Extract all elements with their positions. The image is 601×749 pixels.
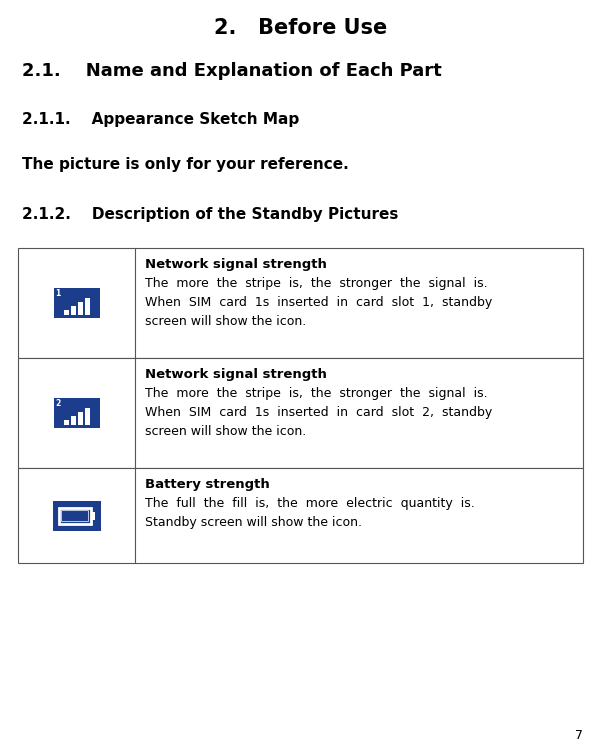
Text: 2.1.1.    Appearance Sketch Map: 2.1.1. Appearance Sketch Map bbox=[22, 112, 299, 127]
Bar bbox=[85, 408, 90, 425]
Text: When  SIM  card  1s  inserted  in  card  slot  1,  standby: When SIM card 1s inserted in card slot 1… bbox=[145, 296, 492, 309]
Bar bbox=[64, 420, 69, 425]
Bar bbox=[58, 508, 91, 524]
Bar bbox=[18, 358, 583, 468]
Text: 2: 2 bbox=[55, 399, 61, 408]
Text: The picture is only for your reference.: The picture is only for your reference. bbox=[22, 157, 349, 172]
Text: 7: 7 bbox=[575, 729, 583, 742]
Text: When  SIM  card  1s  inserted  in  card  slot  2,  standby: When SIM card 1s inserted in card slot 2… bbox=[145, 406, 492, 419]
Text: 2.1.2.    Description of the Standby Pictures: 2.1.2. Description of the Standby Pictur… bbox=[22, 207, 398, 222]
Bar bbox=[70, 416, 76, 425]
Bar bbox=[91, 512, 94, 520]
Bar bbox=[18, 248, 583, 358]
Text: 2.1.    Name and Explanation of Each Part: 2.1. Name and Explanation of Each Part bbox=[22, 62, 442, 80]
Bar bbox=[85, 298, 90, 315]
Bar bbox=[94, 288, 100, 318]
Bar bbox=[94, 398, 100, 428]
Bar bbox=[53, 398, 100, 428]
Text: The  more  the  stripe  is,  the  stronger  the  signal  is.: The more the stripe is, the stronger the… bbox=[145, 387, 487, 400]
Text: 2.   Before Use: 2. Before Use bbox=[215, 18, 388, 38]
Text: Network signal strength: Network signal strength bbox=[145, 258, 327, 271]
Bar bbox=[70, 306, 76, 315]
Text: The  full  the  fill  is,  the  more  electric  quantity  is.: The full the fill is, the more electric … bbox=[145, 497, 475, 510]
Text: The  more  the  stripe  is,  the  stronger  the  signal  is.: The more the stripe is, the stronger the… bbox=[145, 277, 487, 290]
Text: screen will show the icon.: screen will show the icon. bbox=[145, 425, 307, 438]
Bar bbox=[61, 510, 88, 521]
Text: screen will show the icon.: screen will show the icon. bbox=[145, 315, 307, 328]
Bar bbox=[78, 412, 82, 425]
Bar bbox=[78, 302, 82, 315]
Text: Standby screen will show the icon.: Standby screen will show the icon. bbox=[145, 516, 362, 529]
Bar bbox=[52, 500, 100, 530]
Bar bbox=[64, 310, 69, 315]
Text: 1: 1 bbox=[55, 289, 61, 298]
Bar bbox=[53, 288, 100, 318]
Bar bbox=[18, 468, 583, 563]
Text: Battery strength: Battery strength bbox=[145, 478, 270, 491]
Text: Network signal strength: Network signal strength bbox=[145, 368, 327, 381]
